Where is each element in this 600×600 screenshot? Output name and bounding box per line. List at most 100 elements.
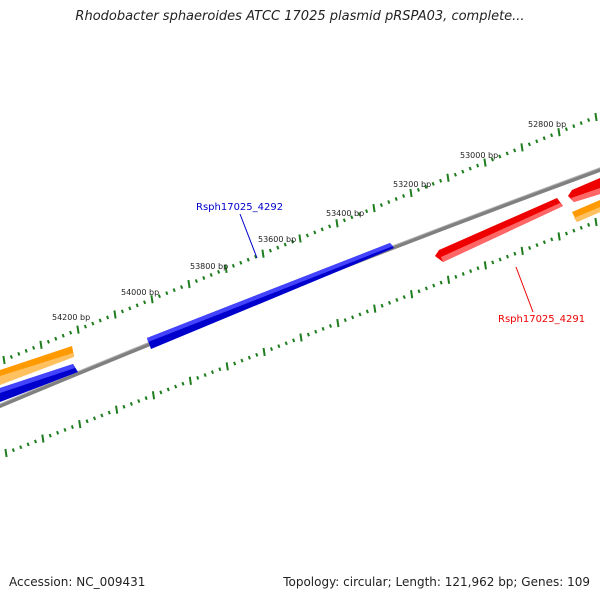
major-tick [483,158,487,167]
minor-tick [579,225,583,230]
minor-tick [292,338,296,343]
gene-forward-partial[interactable] [0,364,78,402]
major-tick [372,203,376,213]
map-title: Rhodobacter sphaeroides ATCC 17025 plasm… [75,9,525,24]
major-tick [410,290,414,299]
topology-value: circular [343,575,388,589]
minor-tick [453,172,457,177]
major-tick [188,376,192,385]
minor-tick [351,315,355,320]
minor-tick [587,222,591,227]
minor-tick [395,298,399,302]
minor-tick [181,381,185,386]
minor-tick [328,224,332,229]
major-tick [557,232,561,241]
minor-tick [56,430,60,435]
scale-label: 54000 bp [121,288,159,297]
minor-tick [128,306,132,311]
minor-tick [387,300,392,305]
accession-value: NC_009431 [76,575,146,589]
minor-tick [83,324,87,329]
minor-tick [33,439,38,444]
minor-tick [255,352,259,357]
minor-tick [46,339,50,344]
minor-tick [431,181,435,186]
genes-label: Genes: [521,575,564,589]
genes-value: 109 [567,575,590,589]
gene-orange-right[interactable] [572,200,600,222]
gene-orange-left[interactable] [0,346,74,385]
minor-tick [54,336,58,341]
minor-tick [417,289,421,294]
major-tick [225,362,229,371]
minor-tick [394,197,398,201]
major-tick [2,355,6,365]
minor-tick [476,163,480,168]
minor-tick [380,303,384,308]
minor-tick [402,295,406,300]
minor-tick [165,291,169,296]
minor-tick [17,351,21,356]
major-tick [261,249,265,258]
major-tick [594,112,598,122]
scale-label: 53000 bp [460,151,498,160]
minor-tick [550,237,554,242]
minor-tick [342,218,346,223]
major-tick [41,434,45,443]
minor-tick [550,133,554,138]
minor-tick [196,375,200,380]
accession-info: Accession: NC_009431 [9,575,145,589]
minor-tick [277,344,281,349]
minor-tick [542,136,546,141]
minor-tick [468,166,472,171]
minor-tick [498,257,502,262]
minor-tick [402,194,406,198]
minor-tick [306,332,310,337]
minor-tick [180,285,184,290]
minor-tick [276,245,280,250]
minor-tick [9,355,13,359]
minor-tick [505,254,510,259]
minor-tick [61,333,65,338]
minor-tick [202,276,206,280]
minor-tick [365,309,369,314]
minor-tick [314,329,318,334]
minor-tick [284,341,288,346]
minor-tick [233,361,237,366]
minor-tick [439,280,443,285]
label-leader-line [515,266,534,313]
minor-tick [320,227,324,232]
minor-tick [32,345,36,350]
minor-tick [313,230,317,235]
major-tick [262,347,266,357]
major-tick [39,340,43,349]
minor-tick [424,286,428,291]
minor-tick [358,312,362,317]
minor-tick [100,413,104,418]
major-tick [373,304,377,313]
gene-reverse-partial[interactable] [568,178,600,202]
minor-tick [490,157,494,162]
topology-label: Topology: [283,575,340,589]
major-tick [115,405,119,414]
minor-tick [48,433,52,438]
minor-tick [328,323,333,328]
minor-tick [174,384,178,389]
scale-label: 54200 bp [52,313,90,322]
major-tick [520,143,524,152]
minor-tick [432,283,436,288]
gene-Rsph17025_4292[interactable] [147,243,394,349]
minor-tick [269,347,274,352]
outer-tick-ring [2,112,598,365]
minor-tick [542,240,546,245]
minor-tick [85,419,89,424]
minor-tick [239,260,243,265]
gene-Rsph17025_4291[interactable] [435,198,563,262]
minor-tick [11,448,15,453]
minor-tick [343,318,347,323]
minor-tick [217,269,221,274]
minor-tick [210,370,215,375]
minor-tick [513,148,517,153]
minor-tick [365,209,369,214]
